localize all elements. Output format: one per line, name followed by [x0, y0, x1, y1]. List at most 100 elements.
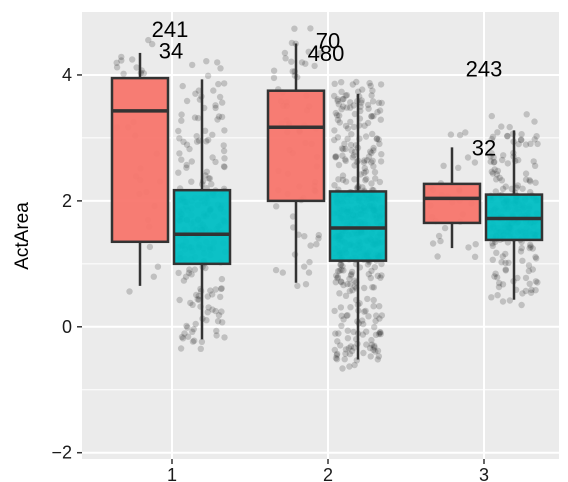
jitter-point [492, 270, 499, 277]
jitter-point [360, 349, 367, 357]
jitter-point [218, 275, 226, 283]
jitter-point [346, 350, 354, 358]
jitter-point [377, 116, 384, 123]
jitter-point [462, 129, 469, 136]
jitter-point [502, 259, 509, 267]
jitter-point [189, 328, 196, 335]
jitter-point [221, 163, 228, 171]
jitter-point [288, 39, 296, 47]
jitter-point [499, 185, 507, 192]
x-tick-label: 2 [323, 465, 333, 482]
jitter-point [489, 240, 496, 247]
jitter-point [368, 341, 375, 348]
jitter-point [341, 140, 348, 147]
jitter-point [334, 96, 341, 103]
jitter-point [355, 88, 362, 95]
jitter-point [366, 344, 374, 352]
jitter-point [487, 153, 494, 160]
jitter-point [367, 148, 374, 155]
jitter-point [372, 317, 379, 325]
jitter-point [340, 95, 347, 103]
jitter-point [218, 113, 226, 121]
jitter-point [368, 113, 375, 120]
jitter-point [525, 267, 533, 275]
jitter-point [221, 127, 228, 134]
jitter-point [487, 158, 494, 165]
jitter-point [220, 147, 228, 155]
jitter-point [331, 127, 338, 134]
jitter-point [220, 142, 227, 149]
jitter-point [334, 97, 341, 105]
jitter-point [347, 99, 354, 106]
jitter-point [193, 291, 200, 299]
jitter-point [492, 188, 499, 195]
jitter-point [527, 140, 534, 147]
jitter-point [118, 57, 125, 64]
jitter-point [210, 87, 217, 94]
jitter-point [176, 135, 183, 142]
jitter-point [194, 296, 201, 303]
jitter-point [519, 257, 526, 264]
jitter-point [270, 67, 278, 74]
jitter-point [302, 60, 309, 67]
jitter-point [305, 48, 312, 55]
jitter-point [365, 105, 372, 112]
jitter-point [377, 81, 385, 88]
jitter-point [502, 183, 509, 190]
jitter-point [301, 263, 308, 270]
jitter-point [184, 333, 192, 340]
jitter-point [343, 312, 350, 319]
jitter-point [133, 64, 140, 71]
jitter-point [371, 342, 378, 349]
jitter-point [188, 271, 195, 278]
jitter-point [191, 114, 199, 121]
jitter-point [182, 273, 190, 280]
jitter-point [472, 241, 479, 248]
jitter-point [358, 99, 365, 106]
jitter-point [435, 232, 443, 240]
jitter-point [120, 70, 127, 78]
jitter-point [334, 338, 341, 345]
jitter-point [203, 138, 210, 145]
jitter-point [378, 312, 386, 319]
y-axis-title: ActArea [12, 202, 33, 270]
jitter-point [361, 157, 368, 164]
jitter-point [204, 293, 211, 300]
jitter-point [517, 248, 525, 255]
jitter-point [369, 87, 376, 94]
jitter-point [361, 284, 368, 292]
jitter-point [498, 123, 505, 130]
jitter-point [514, 274, 521, 282]
jitter-point [376, 329, 383, 336]
jitter-point [216, 93, 224, 101]
jitter-point [183, 161, 190, 169]
jitter-point [351, 148, 359, 155]
jitter-point [499, 298, 507, 305]
jitter-point [338, 266, 345, 274]
jitter-point [465, 244, 472, 251]
jitter-point [464, 154, 472, 161]
y-tick-label: 2 [62, 191, 72, 211]
jitter-point [339, 365, 346, 372]
jitter-point [175, 269, 182, 277]
jitter-point [498, 177, 506, 184]
jitter-point [377, 158, 385, 165]
jitter-point [176, 296, 183, 304]
jitter-point [188, 178, 195, 185]
jitter-point [349, 81, 356, 88]
jitter-point [204, 72, 212, 80]
jitter-point [361, 165, 368, 172]
jitter-point [214, 116, 221, 123]
jitter-point [129, 56, 136, 63]
jitter-point [372, 175, 379, 182]
jitter-point [190, 325, 197, 333]
jitter-point [437, 237, 444, 245]
jitter-point [489, 170, 497, 177]
y-tick-label: 4 [62, 65, 72, 85]
jitter-point [505, 259, 512, 266]
jitter-point [494, 167, 502, 175]
jitter-point [522, 287, 529, 295]
jitter-point [149, 40, 156, 48]
jitter-point [344, 125, 352, 132]
jitter-point [341, 156, 349, 163]
